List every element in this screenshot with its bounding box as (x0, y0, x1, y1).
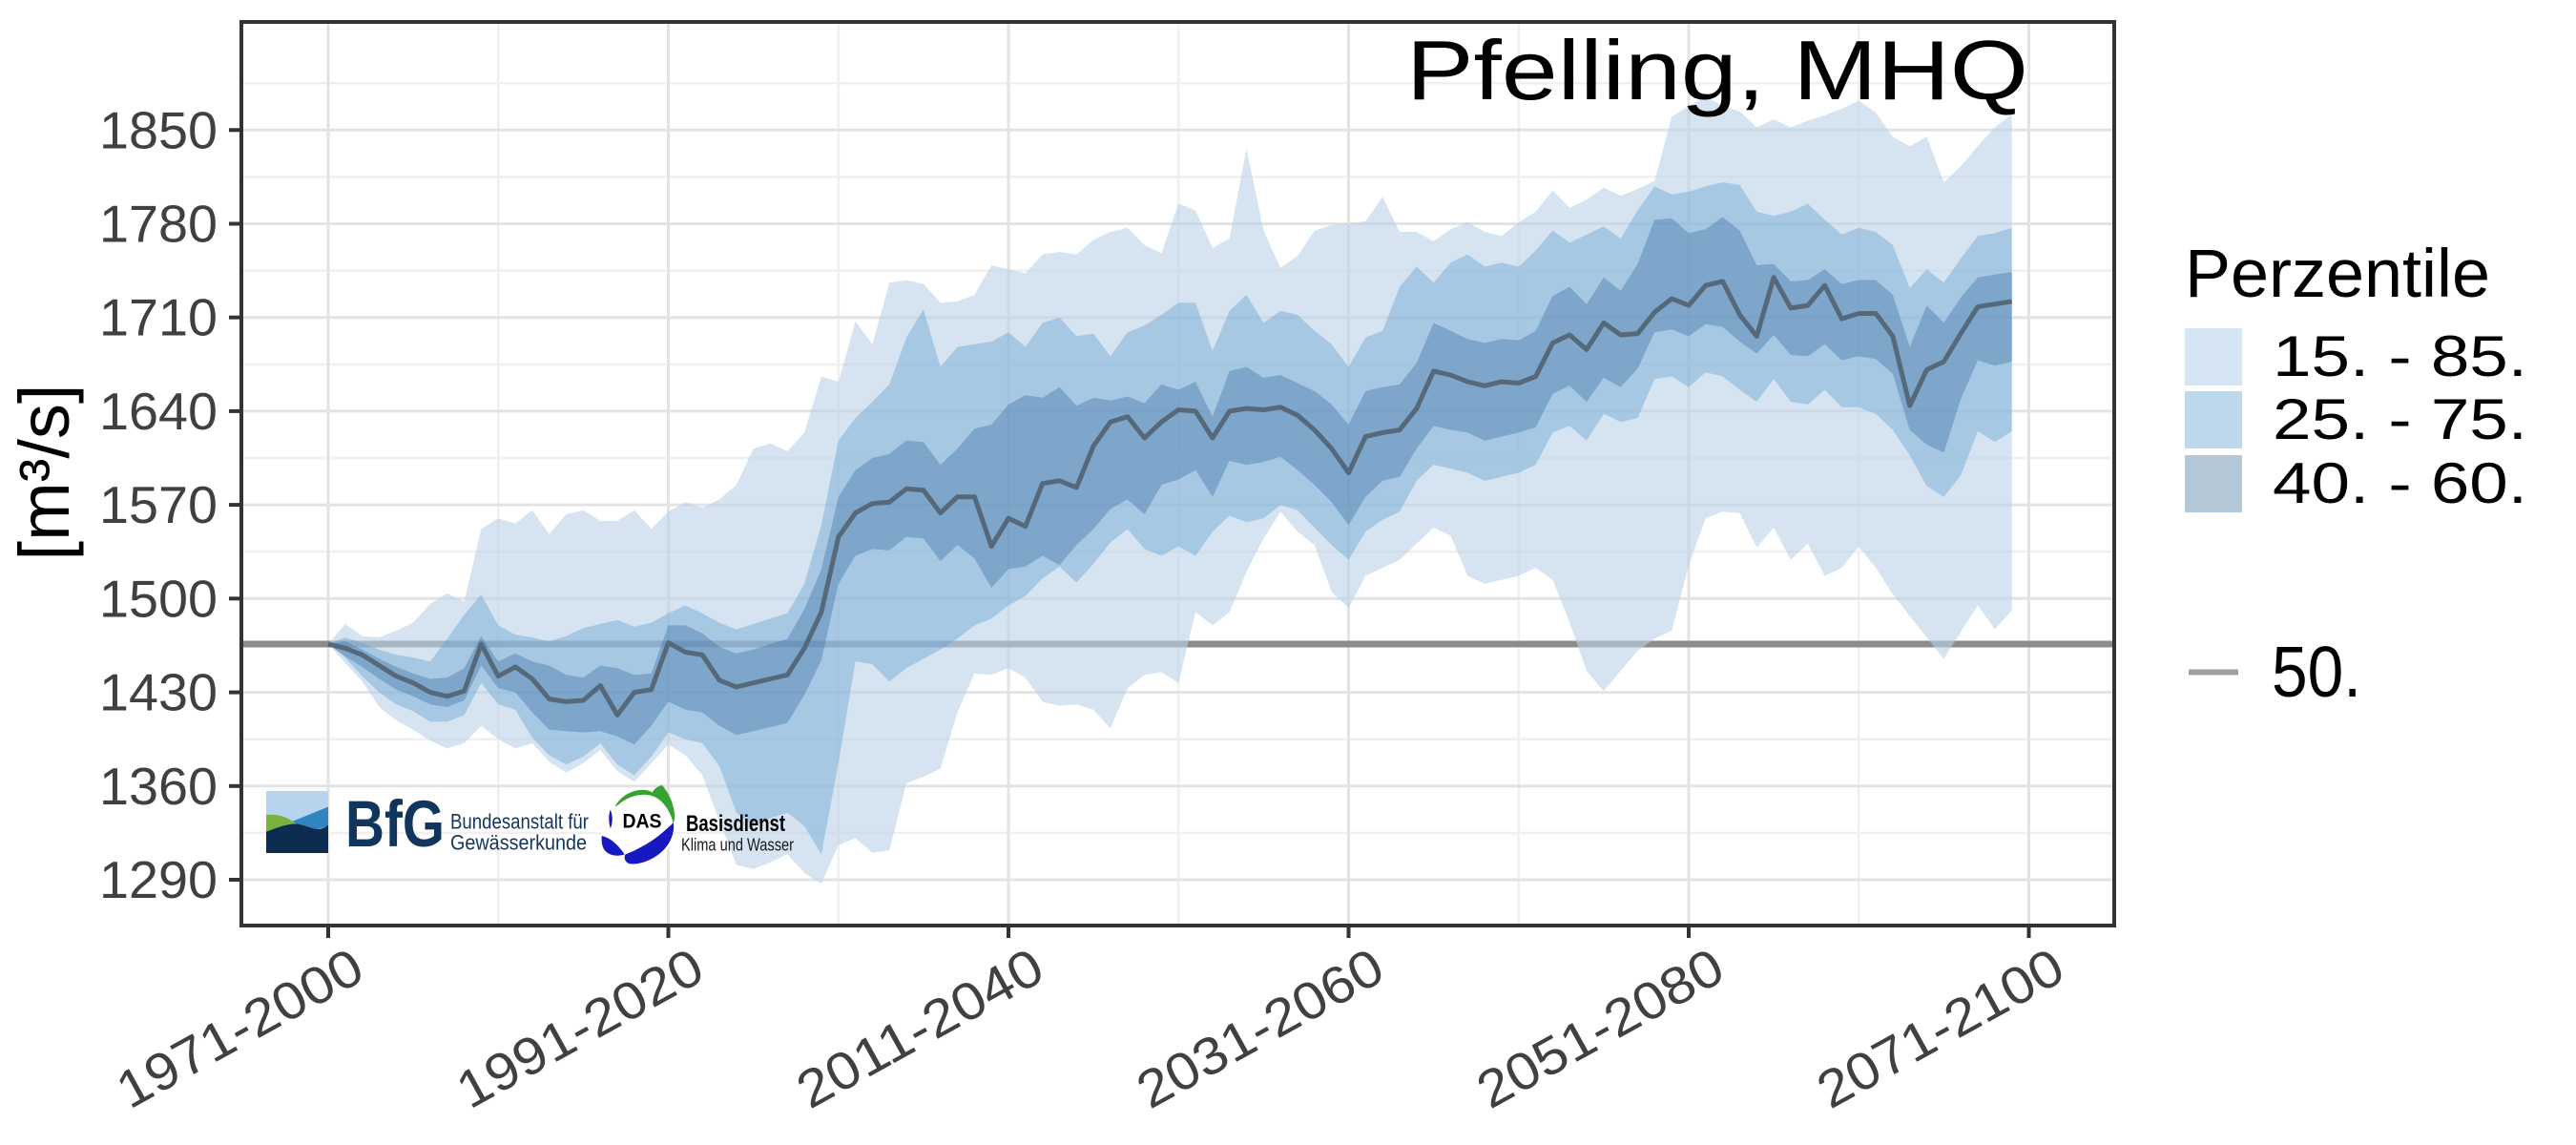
svg-text:1850: 1850 (99, 100, 218, 159)
svg-text:40. - 60.: 40. - 60. (2273, 451, 2527, 515)
svg-text:25. - 75.: 25. - 75. (2273, 387, 2527, 451)
svg-text:1570: 1570 (99, 475, 218, 534)
svg-text:1500: 1500 (99, 569, 218, 628)
svg-text:Gewässerkunde: Gewässerkunde (450, 831, 587, 855)
svg-text:DAS: DAS (623, 809, 662, 832)
svg-text:1430: 1430 (99, 663, 218, 722)
svg-text:15. - 85.: 15. - 85. (2273, 324, 2527, 388)
svg-text:1710: 1710 (99, 288, 218, 347)
svg-text:Basisdienst: Basisdienst (686, 811, 785, 837)
svg-text:1290: 1290 (99, 850, 218, 909)
svg-text:50.: 50. (2272, 632, 2361, 712)
svg-text:1780: 1780 (99, 195, 218, 254)
svg-text:Klima und Wasser: Klima und Wasser (681, 836, 794, 855)
svg-text:Pfelling, MHQ: Pfelling, MHQ (1406, 23, 2028, 117)
svg-text:[m³/s]: [m³/s] (5, 385, 84, 561)
svg-text:Bundesanstalt für: Bundesanstalt für (450, 810, 589, 834)
svg-text:1360: 1360 (99, 757, 218, 816)
svg-text:1640: 1640 (99, 382, 218, 441)
svg-text:Perzentile: Perzentile (2185, 237, 2490, 312)
svg-text:BfG: BfG (345, 787, 445, 861)
